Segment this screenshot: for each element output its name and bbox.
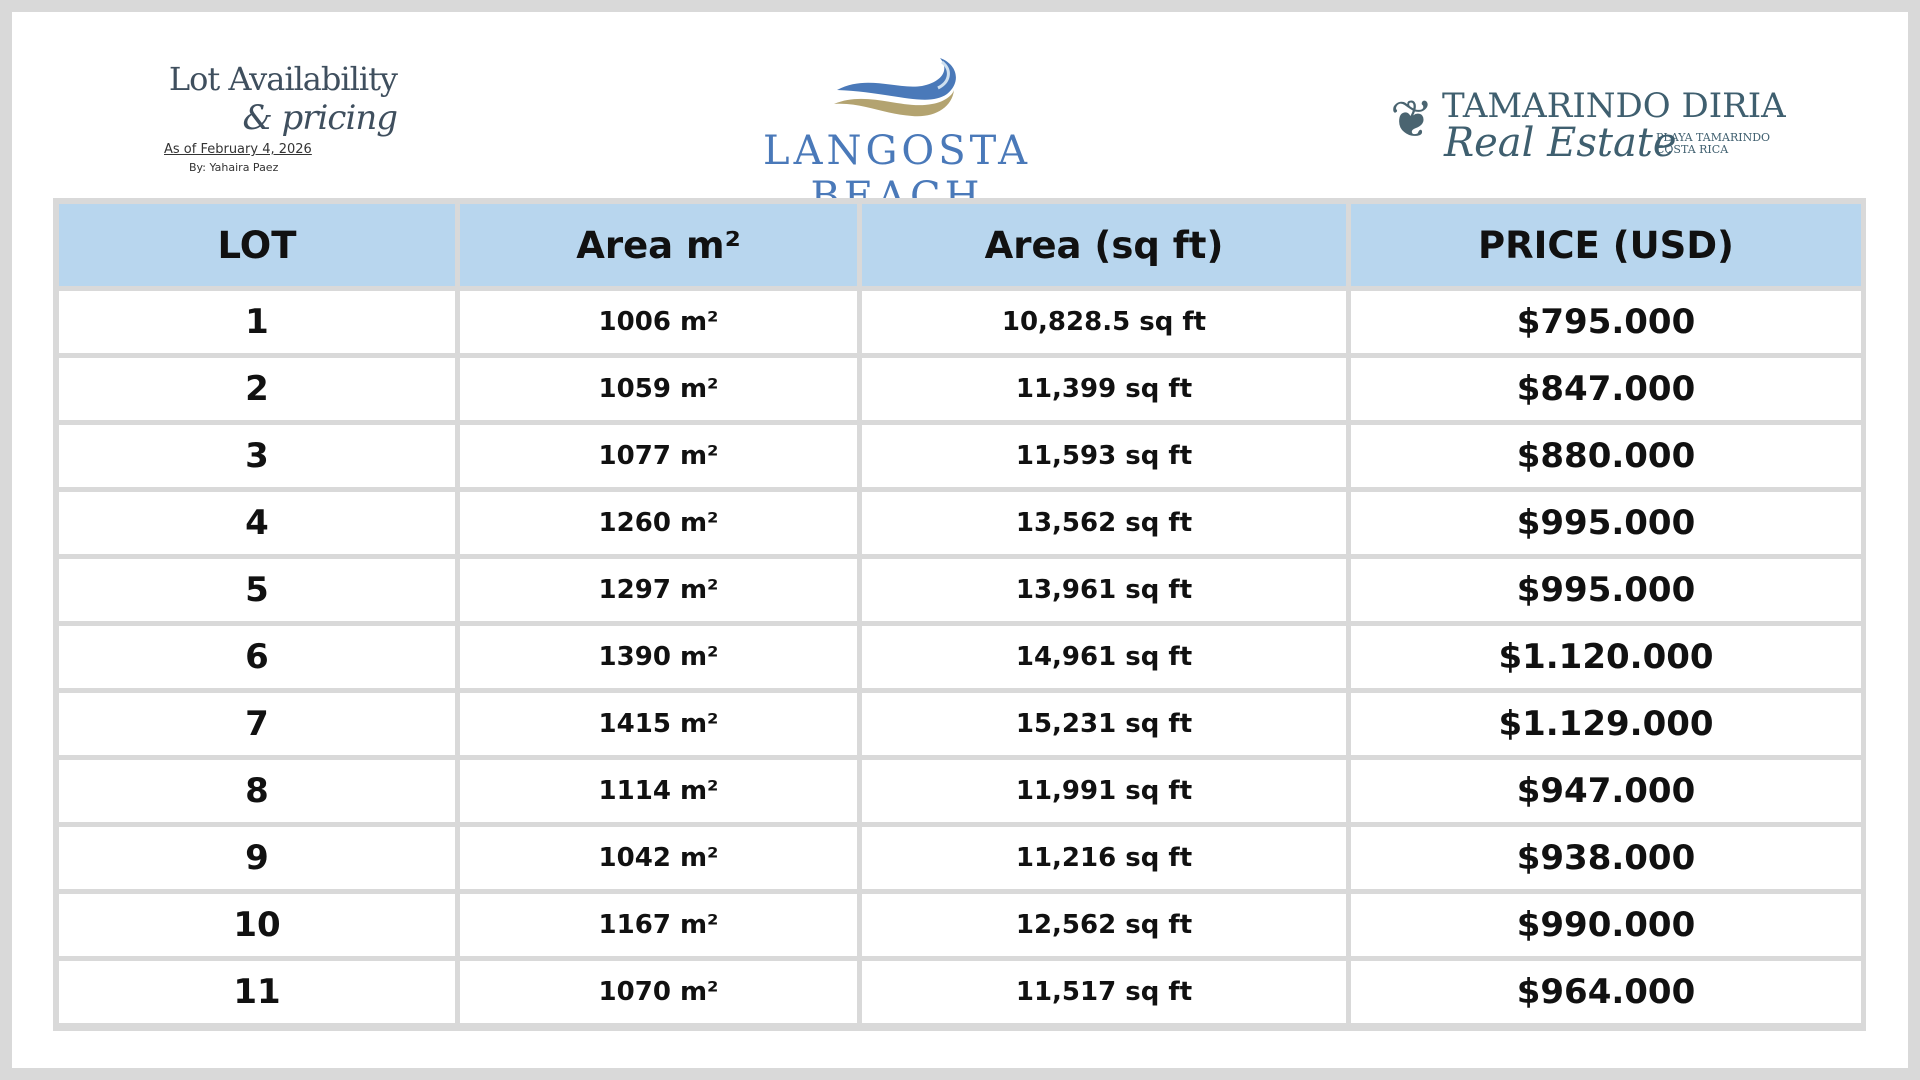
price-cell: $1.129.000 <box>1351 693 1861 755</box>
lot-cell: 6 <box>59 626 455 688</box>
lot-cell: 8 <box>59 760 455 822</box>
price-cell: $947.000 <box>1351 760 1861 822</box>
lot-cell: 3 <box>59 425 455 487</box>
area-sqft-cell: 13,961 sq ft <box>862 559 1346 621</box>
table-row: 3 1077 m² 11,593 sq ft $880.000 <box>59 425 1861 487</box>
agency-subtitle: Real Estate <box>1444 120 1677 166</box>
lot-cell: 7 <box>59 693 455 755</box>
table-row: 8 1114 m² 11,991 sq ft $947.000 <box>59 760 1861 822</box>
table-row: 2 1059 m² 11,399 sq ft $847.000 <box>59 358 1861 420</box>
area-m2-cell: 1260 m² <box>460 492 857 554</box>
langosta-beach-logo: LANGOSTA BEACH <box>672 52 1122 220</box>
price-cell: $1.120.000 <box>1351 626 1861 688</box>
author: By: Yahaira Paez <box>189 161 279 174</box>
table-header: LOT Area m² Area (sq ft) PRICE (USD) <box>59 204 1861 286</box>
area-m2-cell: 1070 m² <box>460 961 857 1023</box>
crest-icon: ❦ <box>1390 90 1434 150</box>
as-of-date: As of February 4, 2026 <box>164 142 312 157</box>
area-sqft-cell: 10,828.5 sq ft <box>862 291 1346 353</box>
area-m2-cell: 1297 m² <box>460 559 857 621</box>
price-cell: $990.000 <box>1351 894 1861 956</box>
agency-logo: ❦ TAMARINDO DIRIA Real Estate PLAYA TAMA… <box>1390 86 1830 176</box>
title-line1: Lot Availability <box>168 60 398 98</box>
area-sqft-cell: 11,593 sq ft <box>862 425 1346 487</box>
lot-cell: 10 <box>59 894 455 956</box>
area-sqft-cell: 11,517 sq ft <box>862 961 1346 1023</box>
price-cell: $995.000 <box>1351 492 1861 554</box>
area-m2-cell: 1390 m² <box>460 626 857 688</box>
area-m2-cell: 1415 m² <box>460 693 857 755</box>
table-row: 7 1415 m² 15,231 sq ft $1.129.000 <box>59 693 1861 755</box>
lot-cell: 5 <box>59 559 455 621</box>
area-m2-cell: 1006 m² <box>460 291 857 353</box>
agency-location-line1: PLAYA TAMARINDO <box>1656 131 1771 144</box>
title-line2: & pricing <box>242 98 398 138</box>
header-price: PRICE (USD) <box>1351 204 1861 286</box>
header-area-sqft: Area (sq ft) <box>862 204 1346 286</box>
brand-name: LANGOSTA BEACH <box>763 128 1031 220</box>
wave-icon <box>834 58 956 117</box>
table-row: 4 1260 m² 13,562 sq ft $995.000 <box>59 492 1861 554</box>
area-m2-cell: 1059 m² <box>460 358 857 420</box>
header-area-m2: Area m² <box>460 204 857 286</box>
table-row: 9 1042 m² 11,216 sq ft $938.000 <box>59 827 1861 889</box>
area-sqft-cell: 13,562 sq ft <box>862 492 1346 554</box>
area-sqft-cell: 11,216 sq ft <box>862 827 1346 889</box>
area-sqft-cell: 12,562 sq ft <box>862 894 1346 956</box>
agency-location: PLAYA TAMARINDO COSTA RICA <box>1656 132 1770 156</box>
agency-location-line2: COSTA RICA <box>1656 143 1729 156</box>
area-m2-cell: 1167 m² <box>460 894 857 956</box>
page: Lot Availability & pricing As of Februar… <box>12 12 1908 1068</box>
area-sqft-cell: 14,961 sq ft <box>862 626 1346 688</box>
lot-cell: 1 <box>59 291 455 353</box>
area-m2-cell: 1042 m² <box>460 827 857 889</box>
table-row: 1 1006 m² 10,828.5 sq ft $795.000 <box>59 291 1861 353</box>
price-cell: $964.000 <box>1351 961 1861 1023</box>
price-cell: $938.000 <box>1351 827 1861 889</box>
area-sqft-cell: 11,991 sq ft <box>862 760 1346 822</box>
table-row: 5 1297 m² 13,961 sq ft $995.000 <box>59 559 1861 621</box>
price-cell: $995.000 <box>1351 559 1861 621</box>
lot-cell: 11 <box>59 961 455 1023</box>
table-row: 10 1167 m² 12,562 sq ft $990.000 <box>59 894 1861 956</box>
price-cell: $847.000 <box>1351 358 1861 420</box>
price-cell: $795.000 <box>1351 291 1861 353</box>
header-lot: LOT <box>59 204 455 286</box>
lot-cell: 9 <box>59 827 455 889</box>
lot-cell: 4 <box>59 492 455 554</box>
lot-cell: 2 <box>59 358 455 420</box>
price-cell: $880.000 <box>1351 425 1861 487</box>
agency-name: TAMARINDO DIRIA <box>1442 86 1786 126</box>
table-row: 11 1070 m² 11,517 sq ft $964.000 <box>59 961 1861 1023</box>
area-m2-cell: 1114 m² <box>460 760 857 822</box>
table-row: 6 1390 m² 14,961 sq ft $1.120.000 <box>59 626 1861 688</box>
title-block: Lot Availability & pricing As of Februar… <box>137 60 398 174</box>
area-sqft-cell: 11,399 sq ft <box>862 358 1346 420</box>
area-m2-cell: 1077 m² <box>460 425 857 487</box>
area-sqft-cell: 15,231 sq ft <box>862 693 1346 755</box>
lot-table: LOT Area m² Area (sq ft) PRICE (USD) 1 10… <box>53 198 1866 1031</box>
